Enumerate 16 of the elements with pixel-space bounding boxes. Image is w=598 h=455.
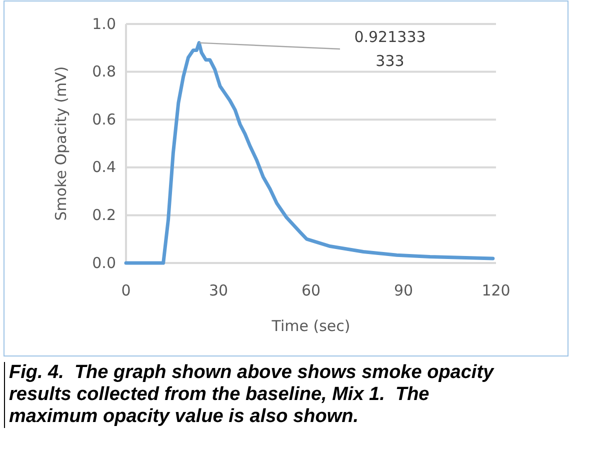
y-tick-label: 0.8: [92, 62, 116, 81]
y-tick-label: 0.2: [92, 206, 116, 224]
x-tick-label: 60: [301, 282, 321, 300]
caption: Fig. 4. The graph shown above shows smoke opacity results collected from the baseline, Mix 1. The maximum opacity value is also shown.: [4, 362, 509, 428]
y-tick-label: 1.0: [92, 14, 116, 33]
y-tick-label: 0.0: [92, 254, 116, 272]
x-tick-label: 30: [208, 282, 228, 300]
x-tick-label: 0: [121, 282, 131, 300]
y-tick-label: 0.4: [92, 158, 116, 176]
y-tick-label: 0.6: [92, 110, 116, 128]
y-axis-title: Smoke Opacity (mV): [52, 66, 70, 221]
x-tick-label: 120: [482, 282, 510, 300]
x-axis-title: Time (sec): [270, 317, 350, 335]
x-tick-label: 90: [394, 282, 414, 300]
annotation: 0.921333333: [354, 28, 426, 70]
line-series: [124, 41, 495, 265]
